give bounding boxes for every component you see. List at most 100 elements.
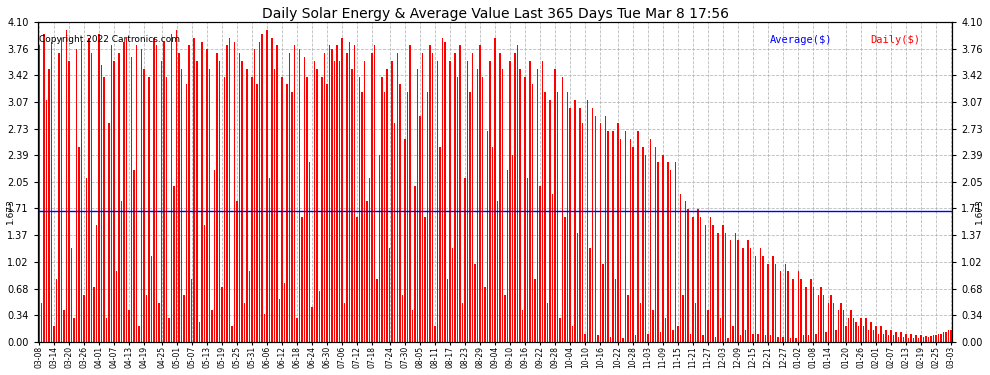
Bar [823, 295, 824, 342]
Bar [144, 69, 145, 342]
Bar [429, 45, 431, 342]
Bar [836, 330, 837, 342]
Bar [266, 30, 267, 342]
Bar [669, 170, 671, 342]
Bar [507, 170, 508, 342]
Bar [855, 322, 856, 342]
Bar [931, 336, 932, 342]
Bar [322, 76, 323, 342]
Bar [504, 295, 506, 342]
Bar [522, 310, 524, 342]
Bar [196, 61, 197, 342]
Bar [772, 256, 774, 342]
Bar [168, 318, 170, 342]
Bar [795, 338, 797, 342]
Bar [752, 334, 754, 342]
Bar [723, 225, 724, 342]
Bar [461, 303, 463, 342]
Bar [299, 50, 300, 342]
Bar [738, 240, 739, 342]
Bar [910, 334, 912, 342]
Bar [73, 318, 74, 342]
Bar [427, 92, 428, 342]
Bar [251, 76, 252, 342]
Bar [607, 131, 609, 342]
Bar [311, 307, 313, 342]
Bar [572, 326, 573, 342]
Bar [700, 217, 701, 342]
Bar [176, 30, 177, 342]
Bar [412, 310, 413, 342]
Bar [487, 131, 488, 342]
Bar [767, 264, 769, 342]
Bar [166, 76, 167, 342]
Bar [211, 310, 213, 342]
Bar [181, 69, 182, 342]
Bar [150, 256, 152, 342]
Bar [131, 57, 133, 342]
Bar [913, 338, 915, 342]
Bar [364, 61, 365, 342]
Bar [256, 84, 257, 342]
Bar [103, 76, 105, 342]
Bar [356, 217, 358, 342]
Bar [276, 45, 278, 342]
Bar [489, 61, 491, 342]
Bar [291, 92, 293, 342]
Bar [649, 139, 651, 342]
Bar [191, 279, 192, 342]
Bar [592, 108, 593, 342]
Bar [895, 332, 897, 342]
Bar [271, 38, 272, 342]
Bar [672, 330, 674, 342]
Bar [226, 45, 228, 342]
Bar [830, 295, 832, 342]
Bar [407, 92, 408, 342]
Bar [459, 45, 460, 342]
Bar [867, 330, 869, 342]
Bar [83, 295, 85, 342]
Bar [477, 69, 478, 342]
Bar [842, 310, 844, 342]
Bar [898, 337, 899, 342]
Bar [306, 76, 308, 342]
Bar [803, 335, 804, 342]
Bar [247, 69, 248, 342]
Bar [153, 38, 154, 342]
Bar [55, 279, 57, 342]
Bar [687, 209, 689, 342]
Bar [60, 38, 62, 342]
Bar [617, 123, 619, 342]
Bar [612, 131, 614, 342]
Bar [88, 38, 90, 342]
Bar [469, 92, 470, 342]
Bar [702, 335, 704, 342]
Bar [926, 336, 927, 342]
Bar [339, 61, 341, 342]
Bar [244, 303, 246, 342]
Bar [158, 303, 160, 342]
Bar [261, 34, 262, 342]
Bar [780, 272, 781, 342]
Bar [163, 42, 165, 342]
Bar [53, 326, 54, 342]
Bar [449, 61, 450, 342]
Text: Average($): Average($) [769, 35, 832, 45]
Bar [404, 139, 406, 342]
Bar [353, 45, 355, 342]
Bar [214, 170, 215, 342]
Bar [75, 50, 77, 342]
Bar [798, 272, 799, 342]
Bar [574, 100, 576, 342]
Bar [950, 330, 952, 342]
Bar [366, 201, 368, 342]
Bar [234, 42, 235, 342]
Bar [471, 53, 473, 342]
Bar [775, 264, 776, 342]
Bar [139, 326, 140, 342]
Bar [579, 108, 581, 342]
Bar [391, 61, 393, 342]
Bar [279, 299, 280, 342]
Bar [65, 30, 67, 342]
Bar [93, 287, 95, 342]
